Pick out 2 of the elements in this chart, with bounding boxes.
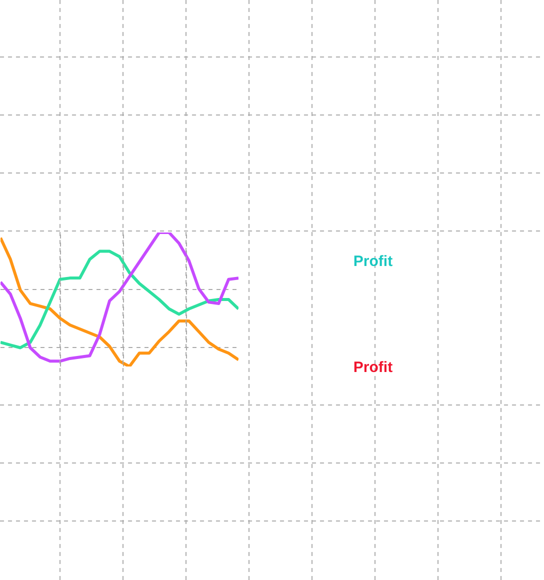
text: Profit: [353, 252, 393, 270]
text: Profit: [353, 358, 393, 376]
